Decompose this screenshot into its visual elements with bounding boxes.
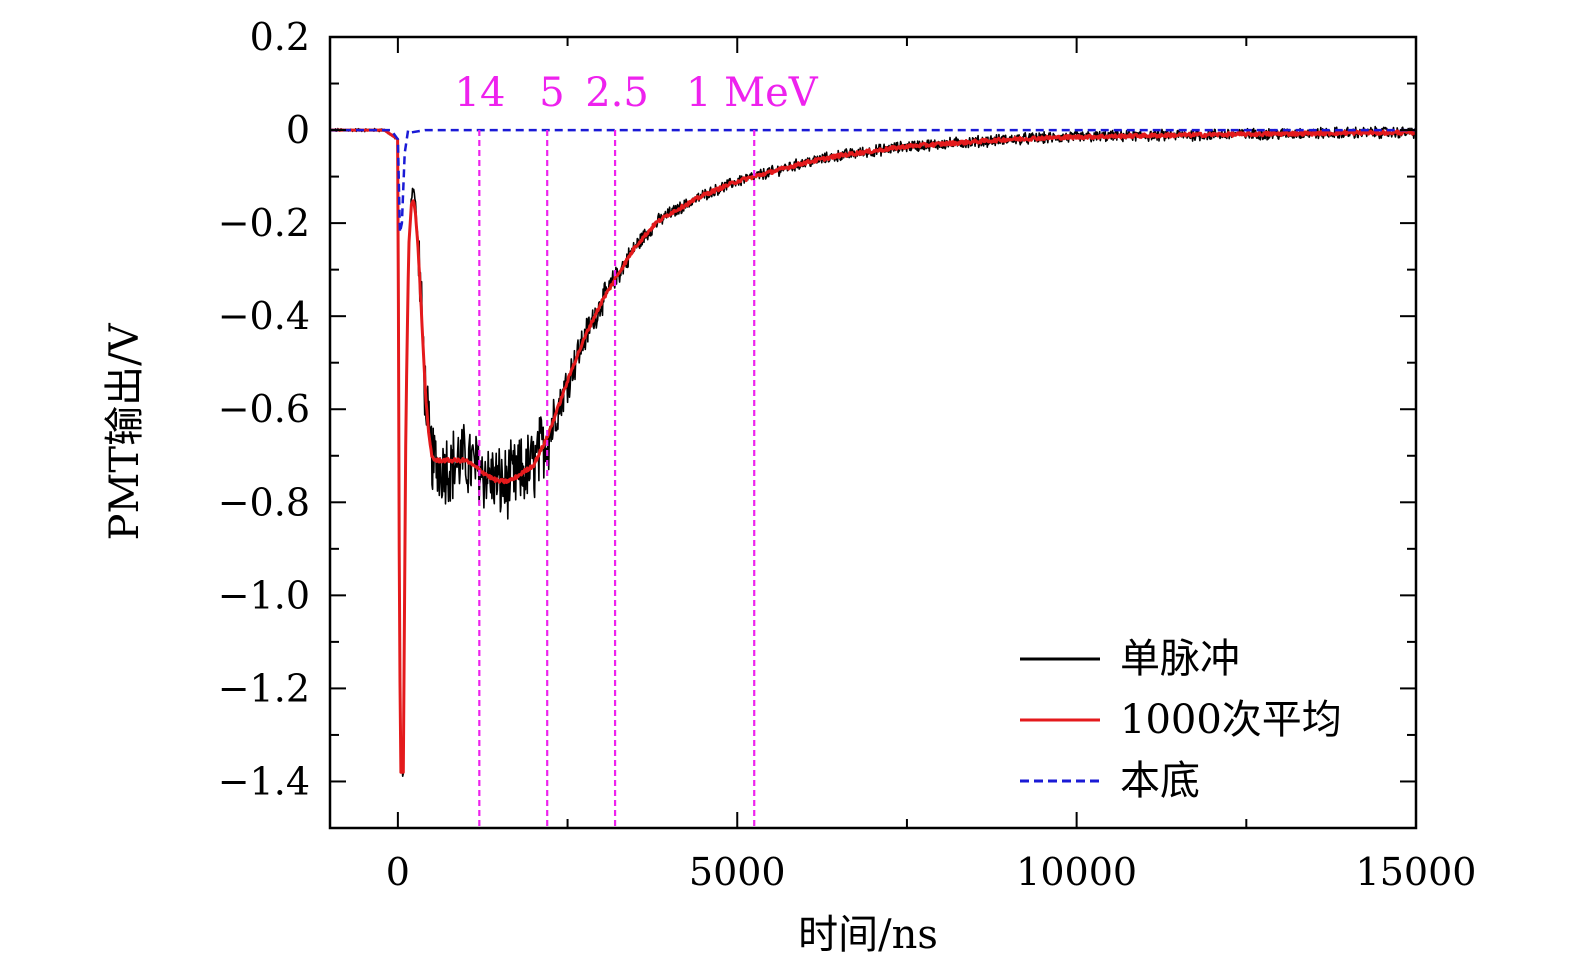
x-tick-label: 15000: [1356, 850, 1477, 894]
legend-label-average: 1000次平均: [1120, 697, 1342, 743]
y-tick-label: 0: [286, 108, 310, 152]
series-single-pulse: [330, 125, 1416, 777]
series-background: [330, 127, 1416, 233]
energy-label-1-mev: 1 MeV: [686, 70, 819, 116]
energy-label-2-5: 2.5: [585, 70, 649, 116]
x-tick-label: 0: [386, 850, 410, 894]
y-tick-label: −1.0: [218, 573, 310, 617]
x-axis-label: 时间/ns: [798, 912, 938, 958]
axis-ticks: [330, 36, 1417, 829]
y-tick-label: −0.2: [218, 201, 310, 245]
y-axis-label: PMT输出/V: [102, 322, 148, 540]
legend: 单脉冲 1000次平均 本底: [1020, 636, 1342, 804]
y-tick-label: −0.8: [218, 480, 310, 524]
x-tick-label: 5000: [689, 850, 786, 894]
plot-frame: [328, 35, 1418, 830]
y-tick-label: −1.2: [218, 666, 310, 710]
y-tick-label: 0.2: [250, 15, 310, 59]
x-tick-label: 10000: [1016, 850, 1137, 894]
energy-label-14: 14: [455, 70, 506, 116]
y-tick-label: −1.4: [218, 759, 310, 803]
energy-label-5: 5: [539, 70, 564, 116]
legend-label-single-pulse: 单脉冲: [1120, 636, 1240, 682]
series-1000-average: [330, 128, 1416, 774]
legend-label-background: 本底: [1120, 758, 1200, 804]
y-tick-label: −0.6: [218, 387, 310, 431]
annotation-lines: [478, 130, 756, 828]
y-tick-label: −0.4: [218, 294, 310, 338]
series-layer: [330, 125, 1416, 777]
